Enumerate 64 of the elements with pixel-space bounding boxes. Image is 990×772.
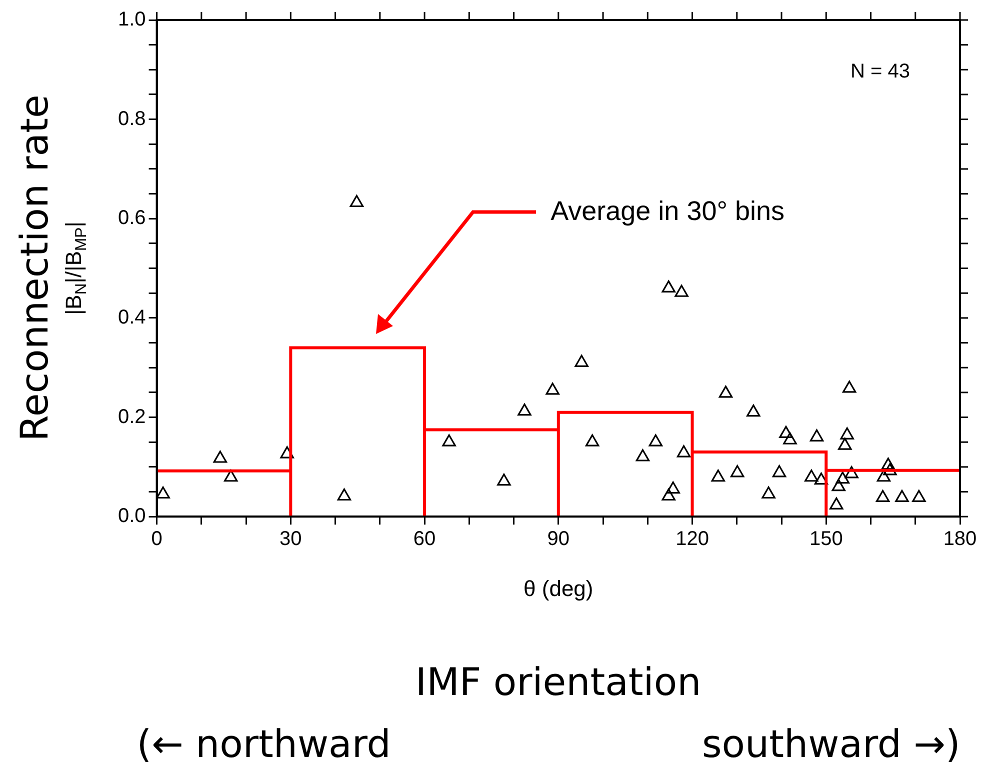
point bbox=[772, 465, 786, 478]
point bbox=[783, 432, 797, 444]
point bbox=[497, 474, 511, 486]
annotation: N = 43 bbox=[850, 60, 910, 83]
point bbox=[814, 472, 828, 485]
point bbox=[546, 382, 560, 395]
x-tick-label: 150 bbox=[809, 528, 843, 550]
point bbox=[895, 490, 909, 502]
point bbox=[746, 404, 760, 417]
point bbox=[676, 445, 691, 458]
point bbox=[779, 426, 793, 438]
point bbox=[836, 472, 850, 484]
point bbox=[912, 490, 926, 502]
point bbox=[280, 446, 294, 458]
point bbox=[574, 354, 588, 367]
point bbox=[350, 194, 364, 208]
point bbox=[876, 470, 891, 482]
x-axis-title: θ (deg) bbox=[524, 576, 594, 601]
x-tick-label: 0 bbox=[151, 528, 162, 550]
x-tick-label: 180 bbox=[943, 528, 977, 550]
point bbox=[844, 466, 858, 478]
text: southward →) bbox=[702, 722, 960, 766]
y-axis-title: |BN|/|BMP| bbox=[60, 222, 90, 316]
point bbox=[730, 465, 744, 478]
point bbox=[883, 463, 897, 476]
x-tick-label: 90 bbox=[547, 528, 570, 550]
text: Reconnection rate bbox=[12, 94, 56, 442]
text: (← northward bbox=[136, 722, 391, 766]
point bbox=[518, 404, 532, 416]
point bbox=[648, 434, 663, 446]
point bbox=[662, 280, 676, 292]
point bbox=[156, 486, 170, 499]
point bbox=[876, 490, 890, 502]
point bbox=[881, 458, 896, 470]
y-tick-label: 0.2 bbox=[118, 406, 146, 428]
point bbox=[337, 488, 352, 501]
y-tick-label: 0.8 bbox=[118, 108, 146, 130]
y-tick-label: 0.6 bbox=[118, 207, 146, 230]
text: IMF orientation bbox=[415, 660, 702, 704]
point bbox=[585, 434, 600, 446]
annotation: Average in 30° bins bbox=[550, 196, 785, 226]
x-tick-label: 120 bbox=[676, 528, 709, 550]
point bbox=[804, 470, 818, 482]
point bbox=[762, 486, 776, 499]
point bbox=[842, 380, 856, 393]
point bbox=[442, 434, 456, 446]
point bbox=[810, 429, 824, 442]
y-tick-label: 0.4 bbox=[118, 306, 146, 328]
y-tick-label: 1.0 bbox=[118, 8, 146, 31]
point bbox=[674, 284, 688, 297]
point bbox=[832, 479, 846, 492]
point bbox=[711, 470, 726, 482]
point bbox=[666, 481, 680, 494]
point bbox=[662, 488, 676, 501]
point bbox=[213, 450, 228, 463]
point bbox=[830, 497, 844, 510]
point bbox=[224, 470, 238, 482]
x-tick-label: 30 bbox=[280, 528, 302, 550]
point bbox=[718, 386, 733, 398]
point bbox=[838, 438, 852, 450]
point bbox=[636, 449, 650, 462]
y-tick-label: 0.0 bbox=[118, 505, 146, 528]
x-tick-label: 60 bbox=[413, 528, 436, 550]
point bbox=[840, 427, 854, 440]
